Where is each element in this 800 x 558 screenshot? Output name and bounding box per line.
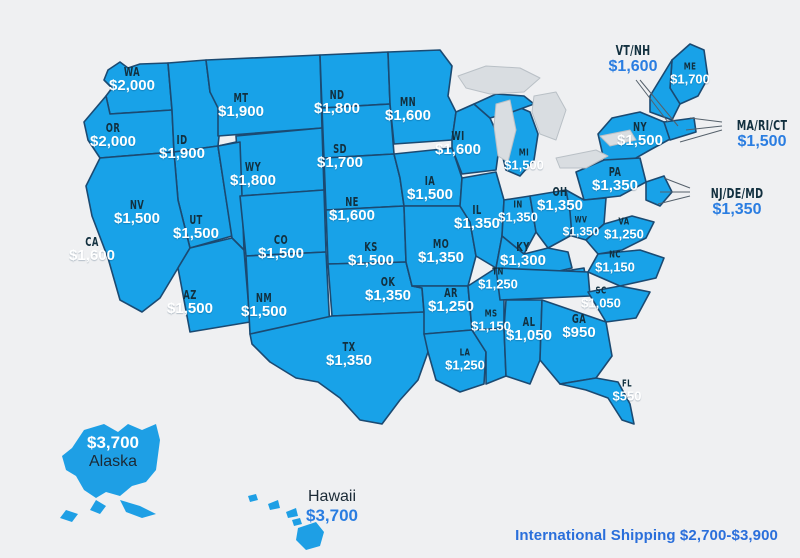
- international-shipping-note: International Shipping $2,700-$3,900: [515, 527, 778, 544]
- state-shape-SC: [587, 285, 651, 323]
- inset-shape-alaska: [60, 424, 160, 522]
- state-shape-TN2: [495, 267, 591, 301]
- state-shape-NE: [323, 153, 405, 211]
- lake-erie: [555, 149, 609, 169]
- state-shape-FL: [559, 377, 635, 425]
- lake-ontario: [599, 129, 637, 147]
- state-shape-IN: [501, 195, 537, 255]
- state-shape-LA: [423, 329, 487, 393]
- inset-shape-hawaii: [248, 494, 324, 550]
- state-shape-WY: [235, 127, 325, 197]
- state-shape-MA-RI-CT: [663, 117, 697, 141]
- state-shape-MT: [205, 54, 323, 137]
- state-shape-ME: [669, 43, 709, 105]
- state-shape-MN: [387, 49, 457, 145]
- state-shape-NC: [587, 249, 665, 287]
- state-shape-CO: [239, 189, 327, 257]
- state-shape-AL: [503, 299, 543, 385]
- state-shape-IA: [393, 147, 463, 207]
- lake-huron: [531, 91, 567, 141]
- lake-michigan: [493, 99, 517, 163]
- state-shape-WA: [103, 61, 173, 115]
- state-shape-MO: [403, 205, 477, 287]
- state-shape-ND: [319, 51, 391, 109]
- state-shape-TX: [249, 311, 429, 425]
- state-shape-NJ-DE-MD: [645, 175, 673, 207]
- lake-superior: [457, 65, 541, 95]
- state-shape-AZ: [177, 237, 251, 333]
- state-shape-CA: [85, 151, 191, 313]
- state-shape-SD: [321, 103, 395, 159]
- state-shape-KS: [325, 205, 407, 265]
